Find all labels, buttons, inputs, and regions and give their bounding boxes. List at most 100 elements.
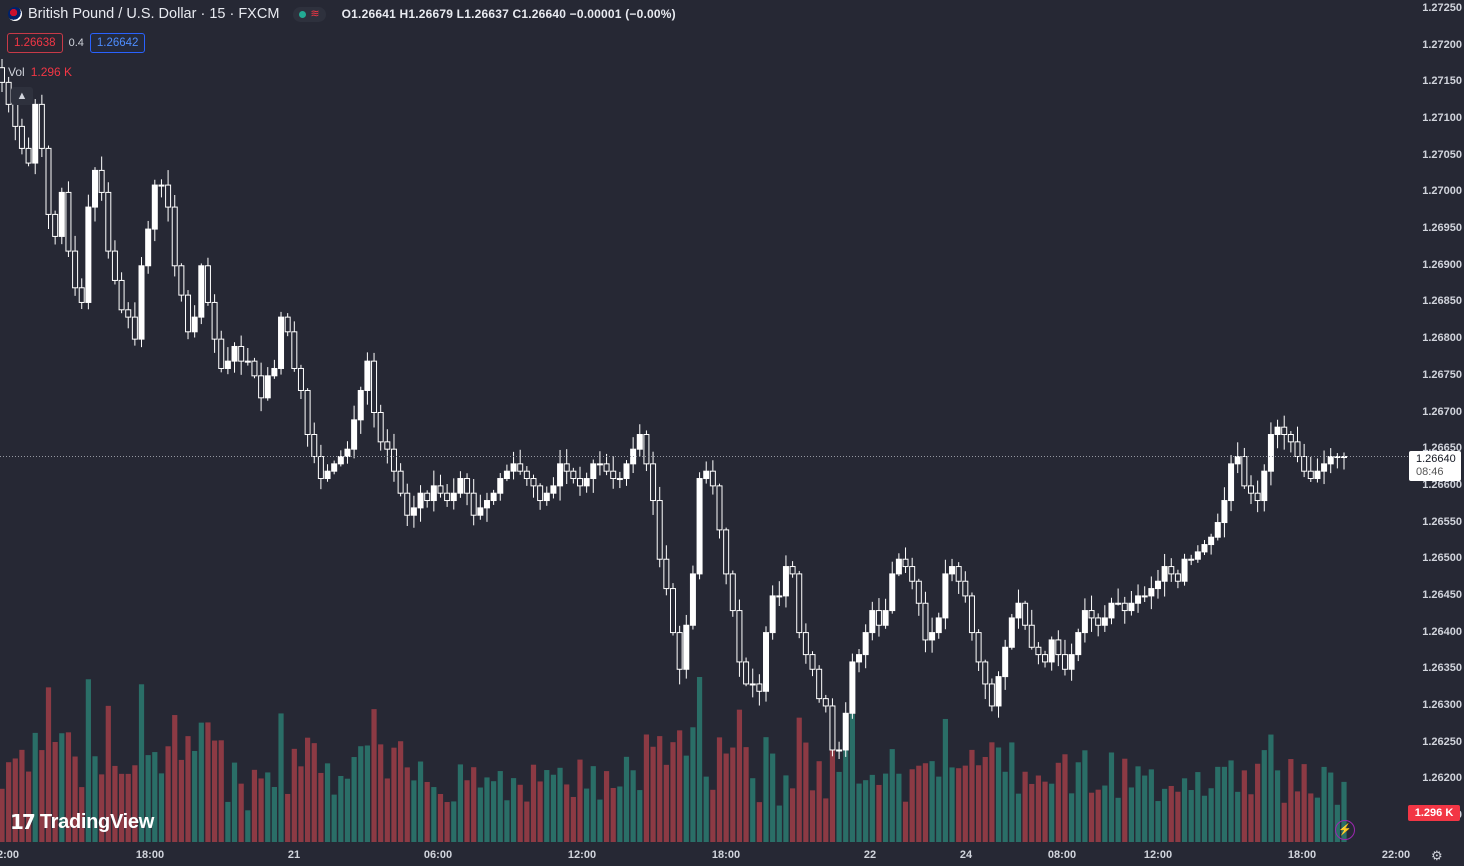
symbol-legend[interactable]: British Pound / U.S. Dollar · 15 · FXCM … <box>8 6 676 22</box>
volume-bar <box>298 766 304 842</box>
candle-body <box>185 294 192 333</box>
buy-button[interactable]: 1.26642 <box>89 33 146 53</box>
volume-bar <box>85 679 91 842</box>
price-tick-label: 1.26200 <box>1422 772 1462 785</box>
candle-body <box>1261 470 1268 502</box>
volume-bar <box>79 787 85 842</box>
candle-body <box>895 558 902 575</box>
volume-bar <box>1308 793 1314 842</box>
candle-body <box>689 573 696 626</box>
candle-body <box>138 265 145 340</box>
volume-bar <box>896 773 902 842</box>
candle-body <box>1095 617 1102 626</box>
candle-body <box>58 191 65 237</box>
volume-bar <box>590 766 596 842</box>
volume-bar <box>1135 766 1141 842</box>
volume-bar <box>245 810 251 842</box>
candle-body <box>822 698 829 707</box>
volume-bar <box>258 778 264 842</box>
volume-bar <box>178 759 184 842</box>
price-chart-canvas[interactable] <box>0 0 1408 842</box>
lightning-icon[interactable]: ⚡ <box>1335 820 1355 840</box>
price-tick-label: 1.27250 <box>1422 2 1462 14</box>
volume-bar <box>584 788 590 842</box>
price-tick-label: 1.26900 <box>1422 258 1462 271</box>
candle-body <box>749 683 756 686</box>
candle-body <box>696 478 703 575</box>
candle-body <box>131 316 138 340</box>
candle-body <box>1228 463 1235 502</box>
candle-body <box>1174 573 1181 582</box>
volume-bar <box>437 793 444 842</box>
time-tick-label: 08:00 <box>1047 849 1077 861</box>
volume-bar <box>1029 783 1035 842</box>
volume-bar <box>524 801 530 842</box>
candle-body <box>590 463 597 480</box>
chart-pane[interactable] <box>0 0 1408 842</box>
candle-body <box>118 279 125 311</box>
candle-body <box>1101 617 1108 626</box>
candle-body <box>995 676 1002 707</box>
candle-body <box>557 463 564 487</box>
volume-bar <box>756 802 762 842</box>
candle-body <box>344 448 351 458</box>
candle-body <box>1314 470 1321 480</box>
candle-body <box>78 287 85 303</box>
market-open-icon <box>299 10 307 18</box>
volume-bar <box>344 778 351 842</box>
candle-body <box>537 485 544 502</box>
candle-body <box>975 632 982 663</box>
volume-bar <box>112 765 118 842</box>
volume-bar <box>617 786 623 842</box>
price-scale[interactable]: 1.27250 1.27200 1.27150 1.27100 1.27050 1.270… <box>1408 0 1464 842</box>
volume-bar <box>118 773 125 842</box>
volume-bar <box>398 741 404 842</box>
volume-bar <box>417 761 424 842</box>
volume-bar <box>770 753 776 842</box>
candle-body <box>1061 654 1068 670</box>
candle-body <box>111 250 118 281</box>
volume-bar <box>809 790 816 842</box>
sell-button[interactable]: 1.26638 <box>7 33 63 53</box>
volume-bar <box>1062 754 1068 842</box>
volume-bar <box>165 746 171 842</box>
price-tick-label: 1.26700 <box>1422 405 1462 418</box>
volume-bar <box>371 709 377 842</box>
candle-body <box>1168 566 1175 575</box>
market-status[interactable]: ≋ <box>293 6 326 22</box>
tradingview-logo[interactable]: 17 TradingView <box>10 810 154 834</box>
candle-body <box>1208 536 1215 546</box>
candle-body <box>390 448 397 472</box>
volume-bar <box>530 764 537 842</box>
volume-bar <box>856 783 862 842</box>
volume-bar <box>816 761 822 842</box>
symbol-title[interactable]: British Pound / U.S. Dollar · 15 · FXCM <box>28 6 280 22</box>
candle-body <box>523 470 530 480</box>
volume-bar <box>630 770 636 842</box>
volume-legend[interactable]: Vol 1.296 K <box>8 65 72 79</box>
volume-bar <box>1095 789 1101 842</box>
volume-bar <box>597 799 603 842</box>
volume-bar <box>1181 778 1188 842</box>
candle-body <box>1115 602 1122 605</box>
candle-body <box>1274 426 1281 436</box>
collapse-legend-button[interactable]: ▲ <box>11 87 33 105</box>
candle-body <box>683 624 690 670</box>
candle-body <box>470 492 477 516</box>
volume-bar <box>59 733 65 842</box>
volume-bar <box>922 763 929 842</box>
candle-body <box>922 602 929 641</box>
candle-body <box>1081 610 1088 634</box>
candle-body <box>955 566 962 582</box>
volume-bar <box>677 730 683 842</box>
time-scale[interactable]: 2:00 18:00 21 06:00 12:00 18:00 22 24 08:00 12:00… <box>0 842 1464 866</box>
volume-bar <box>1075 762 1081 842</box>
candle-body <box>869 610 876 634</box>
volume-bar <box>411 780 417 842</box>
volume-bar <box>982 756 988 842</box>
candle-body <box>1161 566 1168 582</box>
volume-bar <box>185 736 191 842</box>
candle-body <box>284 316 291 333</box>
settings-gear-icon[interactable]: ⚙ <box>1431 848 1443 863</box>
volume-bar <box>351 757 357 842</box>
